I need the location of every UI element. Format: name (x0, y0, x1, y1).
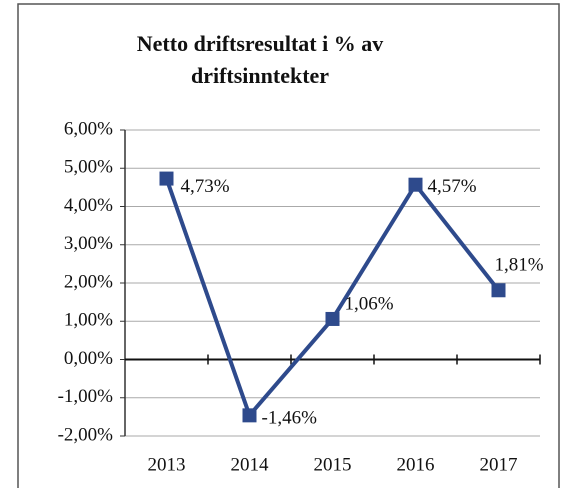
x-tick-label: 2016 (397, 454, 435, 475)
chart-title: Netto driftsresultat i % av driftsinntek… (136, 31, 384, 88)
data-label: 4,57% (428, 176, 477, 197)
y-tick-label: 3,00% (64, 233, 113, 254)
marker (408, 177, 423, 192)
y-tick-label: -2,00% (58, 424, 114, 445)
chart-border (17, 3, 560, 488)
y-tick-label: 4,00% (64, 195, 113, 216)
y-tick-label: -1,00% (58, 386, 114, 407)
y-tick-label: 2,00% (64, 271, 113, 292)
x-tick-label: 2015 (314, 454, 352, 475)
x-tick-label: 2017 (480, 454, 518, 475)
y-tick-label: 5,00% (64, 157, 113, 178)
y-tick-label: 0,00% (64, 348, 113, 369)
marker (242, 408, 257, 423)
data-label: 1,81% (495, 255, 544, 276)
y-tick-label: 6,00% (64, 118, 113, 139)
line (164, 177, 501, 420)
x-tick-label: 2013 (148, 454, 186, 475)
marker (325, 311, 340, 326)
marker (491, 283, 506, 298)
data-label: -1,46% (262, 408, 318, 429)
y-tick-label: 1,00% (64, 310, 113, 331)
data-label: 1,06% (345, 293, 394, 314)
x-tick-label: 2014 (231, 454, 270, 475)
marker (159, 171, 174, 186)
data-label: 4,73% (181, 176, 230, 197)
